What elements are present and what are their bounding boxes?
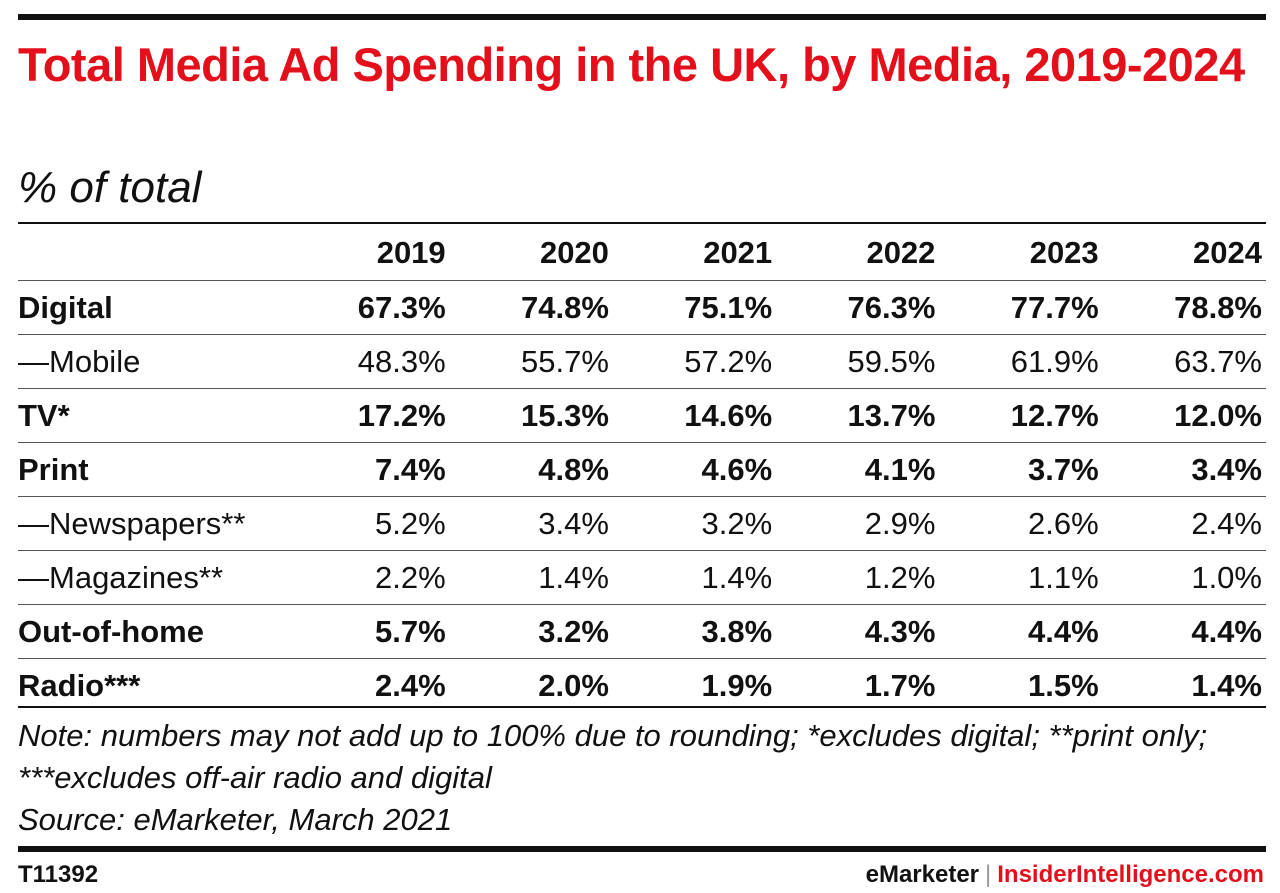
footnotes: Note: numbers may not add up to 100% due… [18,715,1268,841]
column-header: 2022 [866,235,936,270]
value-cell: 14.6% [684,398,773,433]
value-cell: 17.2% [357,398,446,433]
chart-subtitle: % of total [18,163,202,212]
row-label: Digital [18,290,113,325]
top-rule [18,14,1266,20]
value-cell: 74.8% [521,290,609,325]
brand-emarketer: eMarketer [865,861,980,888]
value-cell: 15.3% [521,398,609,433]
table-row: Digital 67.3% 74.8% 75.1% 76.3% 77.7% 78.8% [18,280,1266,335]
value-cell: 1.7% [864,668,936,703]
value-cell: 63.7% [1174,344,1262,379]
column-header: 2023 [1029,235,1099,270]
column-header: 2021 [703,235,773,270]
value-cell: 77.7% [1010,290,1099,325]
value-cell: 2.4% [375,668,446,703]
value-cell: 5.2% [375,506,446,541]
column-header: 2024 [1193,235,1262,270]
value-cell: 5.7% [375,614,446,649]
value-cell: 67.3% [357,290,446,325]
table-row: Radio*** 2.4% 2.0% 1.9% 1.7% 1.5% 1.4% [18,658,1266,713]
table-bottom-rule [18,706,1266,708]
source-text: Source: eMarketer, March 2021 [18,802,453,837]
row-label: —Newspapers** [18,506,246,541]
chart-id: T11392 [18,861,99,888]
value-cell: 13.7% [847,398,936,433]
value-cell: 12.0% [1174,398,1262,433]
value-cell: 4.3% [864,614,936,649]
value-cell: 4.6% [701,452,773,487]
value-cell: 48.3% [357,344,446,379]
table-row: —Magazines** 2.2% 1.4% 1.4% 1.2% 1.1% 1.0% [18,550,1266,605]
value-cell: 57.2% [684,344,773,379]
table-row: TV* 17.2% 15.3% 14.6% 13.7% 12.7% 12.0% [18,388,1266,443]
value-cell: 2.0% [538,668,609,703]
value-cell: 61.9% [1010,344,1099,379]
value-cell: 4.8% [538,452,609,487]
value-cell: 55.7% [521,344,609,379]
value-cell: 12.7% [1010,398,1099,433]
value-cell: 78.8% [1174,290,1262,325]
column-header: 2019 [376,235,446,270]
brand-footer: eMarketer | InsiderIntelligence.com [866,860,1264,890]
table-row: —Newspapers** 5.2% 3.4% 3.2% 2.9% 2.6% 2.4% [18,496,1266,551]
value-cell: 4.1% [864,452,936,487]
value-cell: 2.2% [375,560,446,595]
value-cell: 1.2% [864,560,936,595]
table-row: Out-of-home 5.7% 3.2% 3.8% 4.3% 4.4% 4.4% [18,604,1266,659]
brand-insider-intelligence[interactable]: InsiderIntelligence.com [997,861,1264,888]
brand-separator: | [985,861,992,888]
table-top-rule [18,222,1266,224]
header-row: 2019 2020 2021 2022 2023 2024 [18,225,1266,281]
value-cell: 2.9% [864,506,936,541]
value-cell: 1.0% [1191,560,1262,595]
chart-title: Total Media Ad Spending in the UK, by Me… [18,38,1245,91]
table-row: —Mobile 48.3% 55.7% 57.2% 59.5% 61.9% 63.7% [18,334,1266,389]
row-label: Print [18,452,89,487]
note-text: Note: numbers may not add up to 100% due… [18,718,1208,795]
value-cell: 2.4% [1191,506,1262,541]
value-cell: 1.1% [1028,560,1099,595]
value-cell: 1.5% [1028,668,1099,703]
value-cell: 3.8% [701,614,773,649]
value-cell: 1.4% [538,560,609,595]
row-label: Out-of-home [18,614,204,649]
row-label: TV* [18,398,70,433]
value-cell: 4.4% [1191,614,1262,649]
value-cell: 4.4% [1028,614,1099,649]
value-cell: 3.4% [1191,452,1262,487]
data-table: 2019 2020 2021 2022 2023 2024 Digital 67.… [18,225,1266,712]
table-row: Print 7.4% 4.8% 4.6% 4.1% 3.7% 3.4% [18,442,1266,497]
value-cell: 1.4% [1191,668,1262,703]
value-cell: 3.2% [538,614,609,649]
value-cell: 1.4% [701,560,773,595]
column-header: 2020 [539,235,609,270]
table-body: Digital 67.3% 74.8% 75.1% 76.3% 77.7% 78.8% —Mo… [18,280,1266,713]
value-cell: 3.2% [701,506,773,541]
value-cell: 76.3% [847,290,936,325]
value-cell: 3.4% [538,506,609,541]
value-cell: 75.1% [684,290,773,325]
value-cell: 3.7% [1028,452,1099,487]
value-cell: 7.4% [375,452,446,487]
value-cell: 2.6% [1028,506,1099,541]
row-label: —Mobile [18,344,141,379]
bottom-rule [18,846,1266,852]
value-cell: 1.9% [701,668,773,703]
value-cell: 59.5% [847,344,936,379]
row-label: Radio*** [18,668,141,703]
header-label-cell [18,225,286,281]
row-label: —Magazines** [18,560,224,595]
